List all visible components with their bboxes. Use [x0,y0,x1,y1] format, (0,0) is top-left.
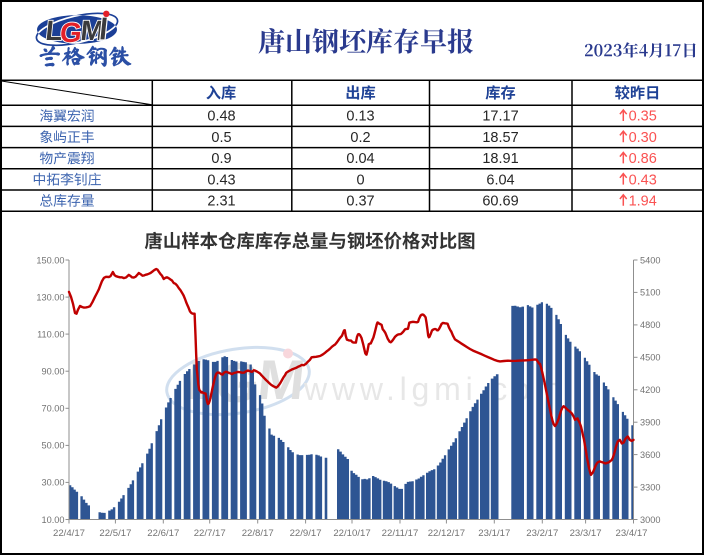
svg-text:110.00: 110.00 [37,329,64,339]
svg-text:www.lgmi.com: www.lgmi.com [303,371,566,407]
svg-text:0.04: 0.04 [346,151,374,167]
svg-text:17.17: 17.17 [482,109,518,125]
svg-text:22/6/17: 22/6/17 [147,528,179,539]
svg-text:22/12/17: 22/12/17 [428,528,465,539]
svg-text:0: 0 [356,172,364,188]
svg-text:5400: 5400 [640,255,660,265]
svg-text:0.43: 0.43 [629,172,657,188]
svg-text:3000: 3000 [640,515,660,525]
svg-text:22/8/17: 22/8/17 [242,528,274,539]
svg-text:30.00: 30.00 [42,478,65,488]
svg-text:22/10/17: 22/10/17 [333,528,370,539]
svg-text:50.00: 50.00 [42,441,65,451]
svg-text:22/4/17: 22/4/17 [53,528,85,539]
svg-text:23/4/17: 23/4/17 [615,528,647,539]
svg-text:5100: 5100 [640,288,660,298]
svg-text:0.86: 0.86 [629,151,657,167]
svg-text:90.00: 90.00 [42,367,65,377]
svg-text:0.35: 0.35 [629,109,657,125]
svg-text:18.57: 18.57 [482,130,518,146]
svg-text:23/2/17: 23/2/17 [526,528,558,539]
svg-text:70.00: 70.00 [42,404,65,414]
svg-text:6.04: 6.04 [486,172,514,188]
svg-text:3300: 3300 [640,482,660,492]
svg-text:4800: 4800 [640,320,660,330]
svg-text:10.00: 10.00 [42,515,65,525]
svg-text:0.5: 0.5 [211,130,231,146]
svg-text:22/5/17: 22/5/17 [99,528,131,539]
svg-text:23/3/17: 23/3/17 [570,528,602,539]
svg-text:0.37: 0.37 [346,194,374,210]
svg-text:0.2: 0.2 [350,130,370,146]
svg-text:0.9: 0.9 [211,151,231,167]
svg-text:L: L [44,15,64,46]
svg-text:22/9/17: 22/9/17 [290,528,322,539]
svg-text:0.48: 0.48 [207,109,235,125]
svg-text:22/7/17: 22/7/17 [194,528,226,539]
svg-text:22/11/17: 22/11/17 [382,528,419,539]
svg-text:G: G [58,17,83,48]
svg-text:150.00: 150.00 [36,255,64,265]
svg-text:3900: 3900 [640,418,660,428]
svg-text:2.31: 2.31 [207,194,235,210]
svg-text:0.43: 0.43 [207,172,235,188]
svg-text:4200: 4200 [640,385,660,395]
svg-text:130.00: 130.00 [36,292,64,302]
svg-text:3600: 3600 [640,450,660,460]
svg-text:23/1/17: 23/1/17 [478,528,510,539]
svg-text:4500: 4500 [640,353,660,363]
svg-text:60.69: 60.69 [482,194,518,210]
svg-text:0.30: 0.30 [629,130,657,146]
svg-text:18.91: 18.91 [482,151,518,167]
svg-text:1.94: 1.94 [629,194,657,210]
svg-text:0.13: 0.13 [346,109,374,125]
